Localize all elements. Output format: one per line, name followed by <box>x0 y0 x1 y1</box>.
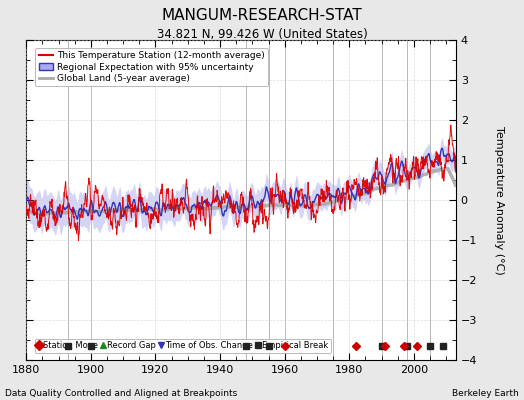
Text: Berkeley Earth: Berkeley Earth <box>452 389 519 398</box>
Y-axis label: Temperature Anomaly (°C): Temperature Anomaly (°C) <box>494 126 504 274</box>
Text: MANGUM-RESEARCH-STAT: MANGUM-RESEARCH-STAT <box>161 8 363 23</box>
Legend: Station Move, Record Gap, Time of Obs. Change, Empirical Break: Station Move, Record Gap, Time of Obs. C… <box>35 339 331 353</box>
Text: 34.821 N, 99.426 W (United States): 34.821 N, 99.426 W (United States) <box>157 28 367 41</box>
Text: Data Quality Controlled and Aligned at Breakpoints: Data Quality Controlled and Aligned at B… <box>5 389 237 398</box>
